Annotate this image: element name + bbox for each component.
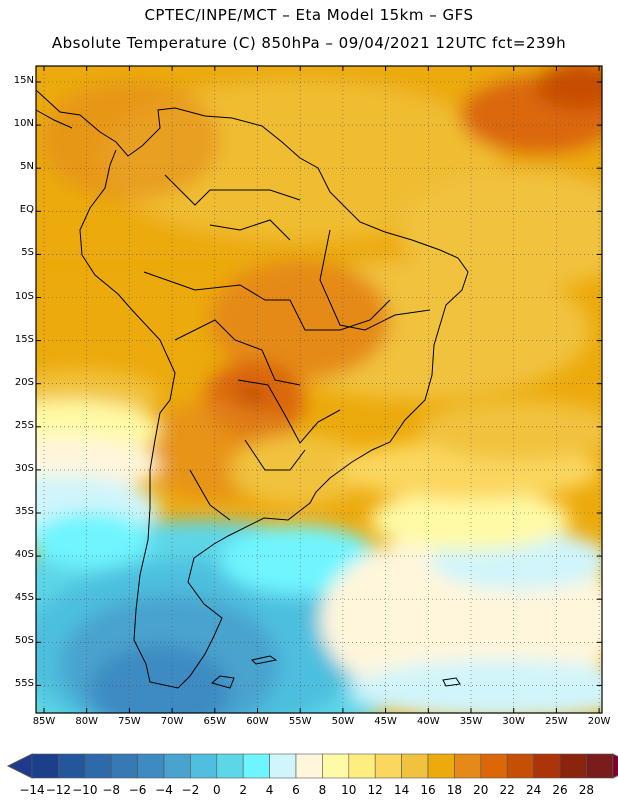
colorbar-cell [322, 753, 350, 779]
colorbar-label: 20 [473, 783, 489, 797]
map-subtitle: Absolute Temperature (C) 850hPa – 09/04/… [51, 34, 567, 52]
colorbar-cell [31, 753, 59, 779]
lat-label: 15S [14, 333, 34, 345]
colorbar-label: −10 [72, 783, 98, 797]
colorbar-label: 8 [318, 783, 327, 797]
colorbar-cell [58, 753, 86, 779]
colorbar-cell [533, 753, 561, 779]
colorbar-label: 6 [292, 783, 300, 797]
colorbar-cell [216, 753, 244, 779]
lon-label: 50W [331, 716, 355, 727]
colorbar-label: −14 [19, 783, 45, 797]
lon-label: 55W [288, 716, 312, 727]
colorbar-cell [190, 753, 218, 779]
colorbar-label: 28 [578, 783, 595, 797]
colorbar-label: 14 [393, 783, 410, 797]
colorbar-above-arrow [612, 753, 618, 779]
colorbar-cell [559, 753, 587, 779]
lat-label: 40S [14, 549, 34, 561]
lat-label: 5S [21, 247, 34, 259]
lon-label: 65W [203, 716, 227, 727]
colorbar-label: 12 [367, 783, 383, 797]
colorbar-cell [269, 753, 297, 779]
temperature-field [36, 66, 602, 713]
colorbar-cell [295, 753, 323, 779]
colorbar-label: −4 [155, 783, 173, 797]
colorbar-label: 18 [446, 783, 463, 797]
colorbar-label: −12 [45, 783, 72, 797]
colorbar-label: 16 [420, 783, 436, 797]
map-frame [35, 65, 603, 714]
lat-label: EQ [19, 204, 34, 216]
colorbar-label: 22 [499, 783, 515, 797]
lat-label: 20S [14, 376, 34, 388]
colorbar-label: 10 [341, 783, 357, 797]
lon-label: 85W [32, 716, 56, 727]
colorbar-cell [110, 753, 138, 779]
lat-label: 50S [14, 635, 34, 647]
lon-label: 60W [246, 716, 269, 727]
lat-label: 55S [14, 678, 34, 690]
colorbar-cell [84, 753, 112, 779]
colorbar-below-arrow [6, 753, 33, 779]
lat-label: 5N [20, 161, 34, 173]
colorbar-label: −8 [102, 783, 121, 797]
colorbar-label: 26 [552, 783, 568, 797]
colorbar-cell [163, 753, 191, 779]
colorbar-label: 2 [239, 783, 247, 797]
lat-label: 10N [13, 118, 34, 130]
colorbar-label: −6 [128, 783, 147, 797]
colorbar-cell [586, 753, 614, 779]
lat-label: 10S [14, 290, 34, 302]
colorbar-cell [506, 753, 534, 779]
lon-label: 30W [502, 716, 525, 727]
lat-label: 45S [14, 592, 34, 604]
colorbar-cell [374, 753, 402, 779]
lon-label: 25W [545, 716, 568, 727]
axis-ticks [36, 66, 602, 713]
colorbar-cell [137, 753, 165, 779]
lon-label: 20W [587, 716, 611, 727]
lon-label: 75W [118, 716, 141, 727]
colorbar-label: 0 [212, 783, 221, 797]
lon-label: 35W [459, 716, 483, 727]
lon-label: 80W [75, 716, 98, 727]
colorbar-cell [427, 753, 455, 779]
colorbar-cell [454, 753, 482, 779]
colorbar [6, 753, 618, 779]
lat-label: 25S [14, 419, 34, 431]
lon-label: 70W [160, 716, 184, 727]
colorbar-cell [348, 753, 376, 779]
lat-label: 35S [14, 506, 34, 517]
colorbar-label: −2 [181, 783, 200, 797]
lat-label: 15N [13, 75, 34, 86]
colorbar-label: 24 [525, 783, 542, 797]
colorbar-cell [480, 753, 508, 779]
lon-label: 45W [374, 716, 397, 727]
coastlines [35, 89, 469, 689]
colorbar-label: 4 [265, 783, 274, 797]
map-title: CPTEC/INPE/MCT – Eta Model 15km – GFS [144, 6, 474, 24]
lon-label: 40W [416, 716, 440, 727]
colorbar-cell [401, 753, 429, 779]
colorbar-cell [242, 753, 270, 779]
lat-label: 30S [14, 462, 34, 474]
